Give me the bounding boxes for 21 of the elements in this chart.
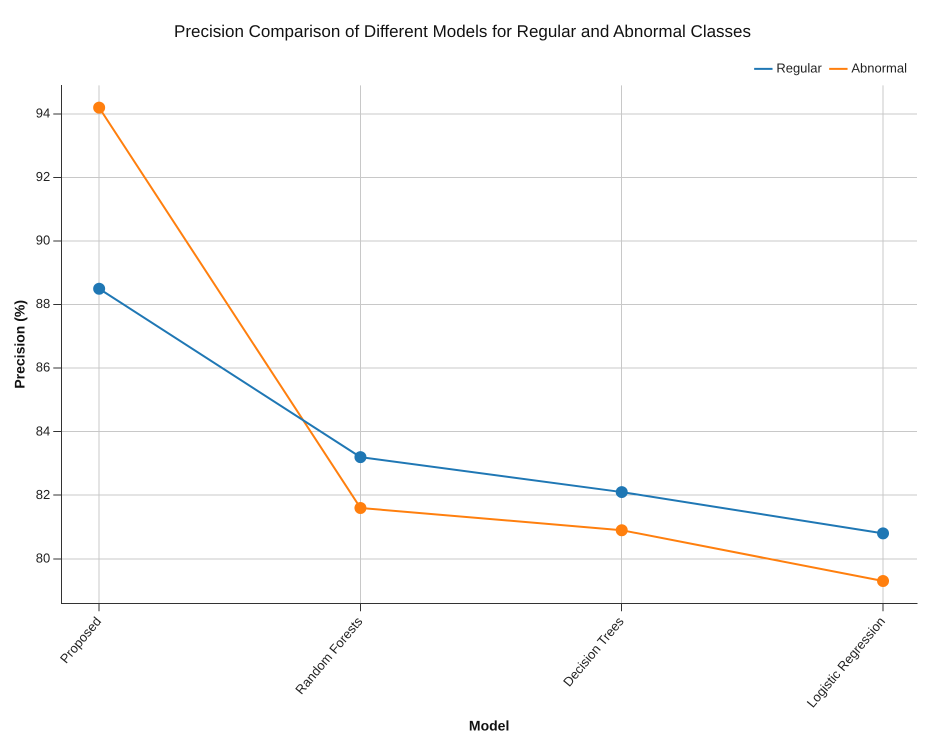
y-tick-label: 80 [36,550,50,566]
y-tick-label: 92 [36,169,50,184]
y-axis-title: Precision (%) [11,300,28,389]
point [616,524,628,536]
point [354,451,366,464]
y-tick-label: 90 [36,232,50,248]
point [616,486,628,498]
point [354,502,366,514]
legend-label: Abnormal [851,60,908,76]
point [93,102,106,114]
y-tick-label: 82 [36,486,50,502]
chart-title: Precision Comparison of Different Models for Regular and Abnormal Classes [174,22,752,41]
legend-label: Regular [776,60,823,76]
y-tick-label: 94 [36,106,50,121]
point [877,575,890,588]
y-tick-label: 88 [36,296,50,312]
point [93,282,106,295]
y-tick-label: 84 [36,423,50,438]
point [877,527,890,540]
x-axis-title: Model [468,717,510,734]
y-tick-label: 86 [36,360,50,375]
